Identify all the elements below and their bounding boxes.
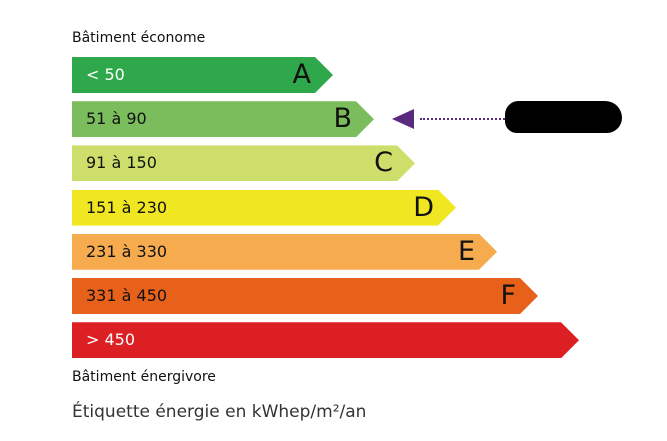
energy-class-bar-a: < 50 A (72, 57, 333, 93)
energy-class-bar-b: 51 à 90 B (72, 101, 374, 137)
class-letter: D (413, 191, 434, 223)
energy-class-bar-f: 331 à 450 F (72, 278, 538, 314)
class-range: 151 à 230 (86, 197, 168, 217)
energy-class-bar-g: > 450 (72, 322, 579, 358)
energy-class-bar-d: 151 à 230 D (72, 190, 456, 226)
marker-leader-line (420, 118, 505, 120)
class-range: 231 à 330 (86, 241, 168, 261)
class-letter: F (500, 280, 516, 311)
class-letter: A (292, 59, 311, 90)
class-letter: C (374, 147, 393, 179)
top-label: Bâtiment économe (72, 30, 206, 46)
current-class-marker (392, 109, 414, 129)
class-range: < 50 (86, 65, 125, 84)
class-letter: E (457, 235, 475, 267)
caption: Étiquette énergie en kWhep/m²/an (72, 402, 367, 422)
class-range: 51 à 90 (86, 109, 147, 129)
class-range: 91 à 150 (86, 153, 157, 173)
class-letter: B (333, 103, 352, 135)
energy-class-bar-c: 91 à 150 C (72, 145, 415, 181)
energy-class-bar-e: 231 à 330 E (72, 234, 497, 270)
class-range: 331 à 450 (86, 286, 168, 305)
class-range: > 450 (86, 330, 136, 350)
bottom-label: Bâtiment énergivore (72, 369, 216, 385)
redacted-value (505, 101, 622, 133)
